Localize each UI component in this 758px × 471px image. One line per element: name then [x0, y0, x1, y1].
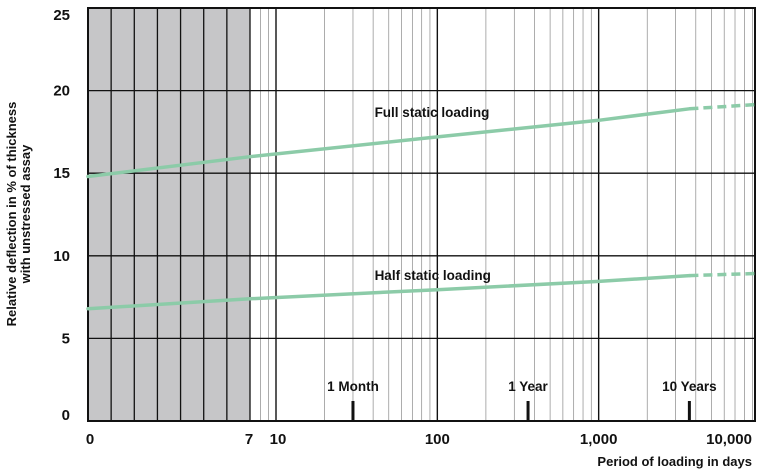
y-tick-label: 0 [62, 407, 70, 424]
series-line [86, 107, 692, 179]
marker-label: 1 Year [508, 379, 548, 394]
series-label: Half static loading [375, 268, 491, 283]
series-line [86, 273, 692, 311]
series-label: Full static loading [375, 105, 490, 120]
x-tick-label: 1,000 [580, 431, 618, 448]
x-tick-labels: 0 7 10 100 1,000 10,000 [86, 431, 752, 448]
grid [88, 7, 755, 422]
y-tick-label: 15 [53, 165, 70, 182]
marker-label: 1 Month [327, 379, 379, 394]
y-tick-label: 25 [53, 7, 70, 24]
series-group: Full static loading Half static loading [86, 102, 758, 311]
plot-frame [87, 7, 756, 422]
x-tick-label: 10 [270, 431, 287, 448]
y-axis-title: Relative deflection in % of thickness wit… [4, 102, 33, 327]
y-tick-labels: 0 5 10 15 20 25 [53, 7, 70, 424]
marker-label: 10 Years [662, 379, 717, 394]
y-tick-label: 20 [53, 83, 70, 100]
y-tick-label: 5 [62, 330, 70, 347]
x-tick-label: 100 [425, 431, 450, 448]
x-tick-label: 0 [86, 431, 94, 448]
series-line-extrapolated [689, 102, 758, 111]
shaded-first-week [88, 8, 250, 421]
x-axis-title: Period of loading in days [597, 454, 752, 469]
y-axis-title-line: with unstressed assay [18, 144, 33, 284]
x-tick-label: 7 [245, 431, 253, 448]
time-markers: 1 Month 1 Year 10 Years [327, 379, 717, 420]
y-axis-title-line: Relative deflection in % of thickness [4, 102, 19, 327]
series-line-extrapolated [689, 271, 758, 278]
x-tick-label: 10,000 [706, 431, 752, 448]
y-tick-label: 10 [53, 248, 70, 265]
